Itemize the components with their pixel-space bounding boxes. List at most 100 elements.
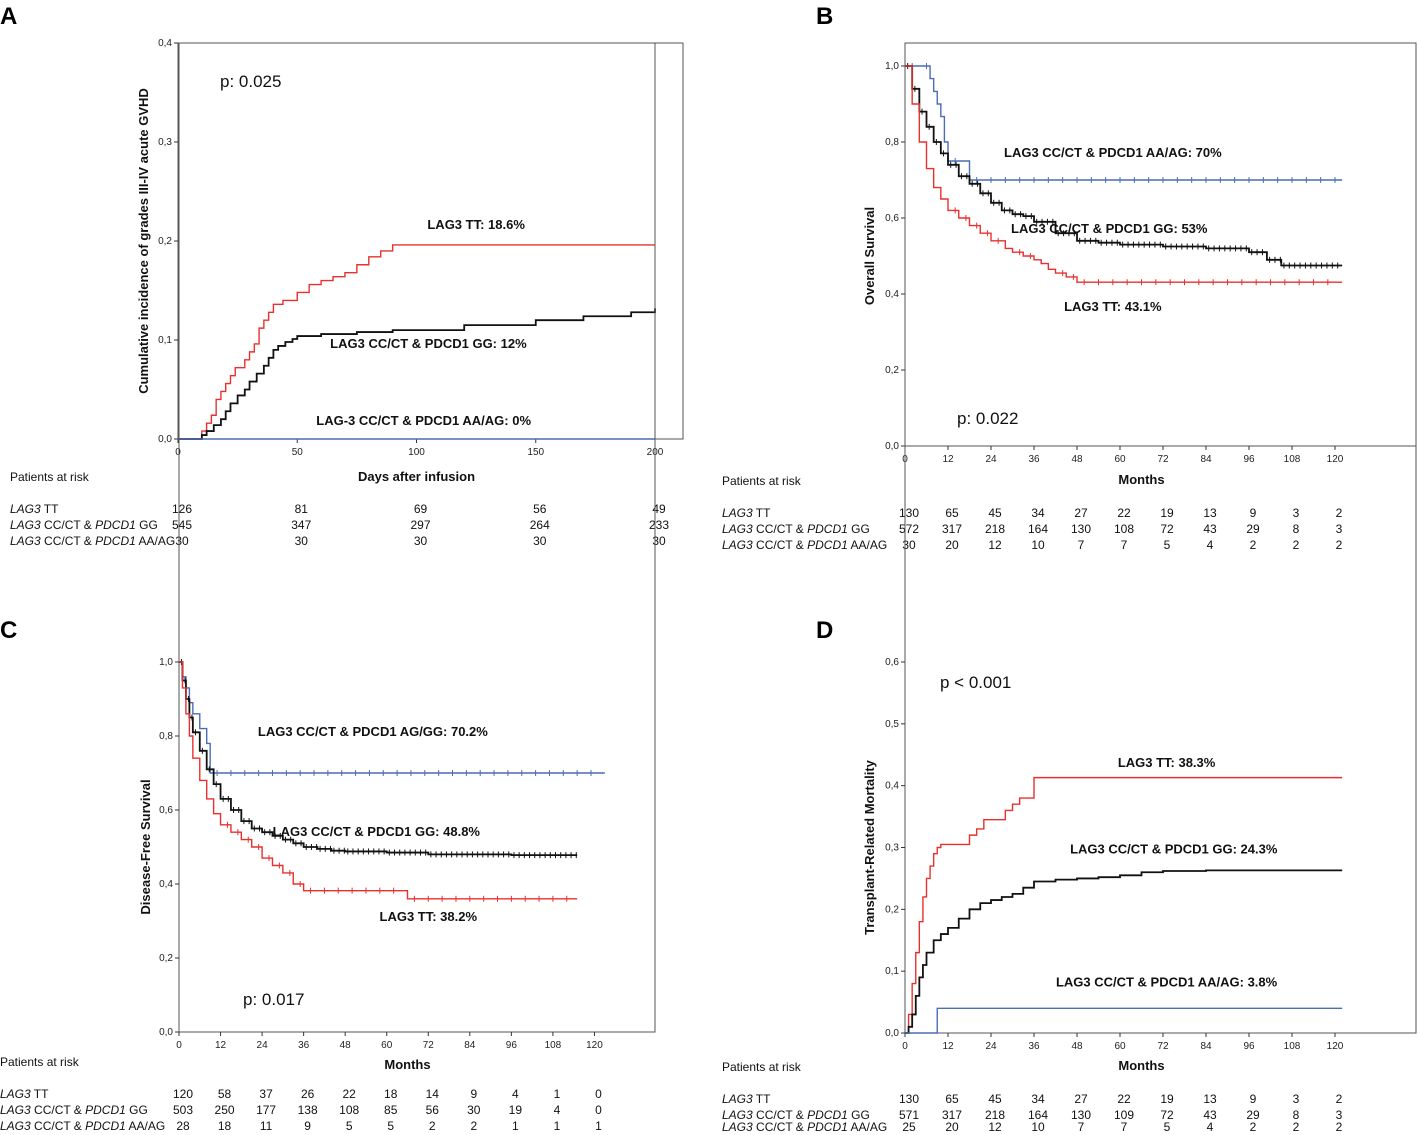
- series-line-black: [178, 308, 656, 440]
- risk-count: 8: [1293, 522, 1300, 536]
- risk-count: 3: [1336, 522, 1343, 536]
- risk-count: 58: [218, 1087, 232, 1101]
- risk-count: 72: [1160, 1108, 1174, 1122]
- risk-count: 72: [1160, 522, 1174, 536]
- risk-count: 120: [173, 1087, 193, 1101]
- risk-count: 27: [1074, 506, 1088, 520]
- series-line-black: [905, 869, 1343, 1034]
- risk-count: 30: [652, 534, 666, 548]
- risk-count: 5: [387, 1119, 394, 1133]
- risk-count: 30: [902, 538, 916, 552]
- risk-count: 2: [1250, 538, 1257, 552]
- risk-count: 10: [1031, 538, 1045, 552]
- risk-count: 0: [595, 1087, 602, 1101]
- risk-count: 56: [426, 1103, 440, 1117]
- y-axis-label: Cumulative incidence of grades III-IV ac…: [136, 88, 151, 394]
- plot-frame: [177, 42, 684, 440]
- risk-count: 1: [554, 1119, 561, 1133]
- risk-count: 2: [1250, 1120, 1257, 1134]
- risk-row-label: LAG3 CC/CT & PDCD1 AA/AG: [10, 534, 175, 548]
- risk-count: 28: [176, 1119, 190, 1133]
- risk-count: 14: [426, 1087, 440, 1101]
- series-line-red: [905, 776, 1343, 1034]
- risk-count: 13: [1203, 506, 1217, 520]
- x-tick-label: 36: [1028, 454, 1040, 465]
- risk-count: 65: [945, 1092, 959, 1106]
- risk-count: 49: [652, 502, 666, 516]
- risk-count: 130: [899, 1092, 919, 1106]
- risk-table-title: Patients at risk: [10, 470, 90, 484]
- y-tick-label: 1,0: [885, 61, 899, 72]
- risk-count: 138: [298, 1103, 318, 1117]
- y-tick-label: 0,6: [159, 805, 173, 816]
- risk-count: 126: [172, 502, 192, 516]
- risk-count: 5: [1164, 1120, 1171, 1134]
- x-tick-label: 60: [1114, 1041, 1126, 1052]
- risk-count: 2: [1336, 1092, 1343, 1106]
- series-line-blue: [905, 65, 1343, 181]
- risk-row-label: LAG3 CC/CT & PDCD1 GG: [10, 518, 158, 532]
- x-tick-label: 108: [545, 1040, 562, 1051]
- risk-count: 7: [1121, 538, 1128, 552]
- risk-count: 10: [1031, 1120, 1045, 1134]
- x-tick-label: 50: [292, 447, 304, 458]
- y-tick-label: 0,3: [885, 843, 899, 854]
- curve-label: LAG3 CC/CT & PDCD1 AA/AG: 3.8%: [1056, 975, 1278, 990]
- x-tick-label: 48: [340, 1040, 352, 1051]
- x-tick-label: 60: [1114, 454, 1126, 465]
- panel-d: D0,00,10,20,30,40,50,60 12 24 36 48 60 72 84 96 1…: [722, 42, 1417, 1134]
- curve-label: LAG3 CC/CT & PDCD1 AA/AG: 70%: [1004, 145, 1222, 160]
- risk-count: 81: [295, 502, 309, 516]
- risk-count: 233: [649, 518, 669, 532]
- y-tick-label: 1,0: [159, 657, 173, 668]
- y-tick-label: 0,4: [159, 879, 173, 890]
- y-tick-label: 0,0: [885, 1028, 899, 1039]
- x-tick-label: 96: [1243, 1041, 1255, 1052]
- y-tick-label: 0,1: [885, 966, 899, 977]
- risk-count: 43: [1203, 1108, 1217, 1122]
- x-tick-label: 48: [1071, 1041, 1083, 1052]
- risk-count: 12: [988, 538, 1002, 552]
- risk-count: 130: [1071, 522, 1091, 536]
- x-tick-label: 36: [298, 1040, 310, 1051]
- y-tick-label: 0,5: [885, 719, 899, 730]
- y-tick-label: 0,8: [885, 137, 899, 148]
- plot-frame: [178, 42, 656, 1033]
- x-tick-label: 0: [175, 447, 181, 458]
- p-value: p < 0.001: [940, 673, 1011, 692]
- y-tick-label: 0,6: [885, 213, 899, 224]
- y-tick-label: 0,2: [159, 953, 173, 964]
- risk-count: 4: [512, 1087, 519, 1101]
- p-value: p: 0.025: [220, 72, 281, 91]
- curve-label: LAG3 TT: 38.3%: [1118, 755, 1216, 770]
- risk-count: 69: [414, 502, 428, 516]
- risk-count: 0: [595, 1103, 602, 1117]
- risk-count: 26: [301, 1087, 315, 1101]
- risk-count: 7: [1121, 1120, 1128, 1134]
- curve-label: LAG3 CC/CT & PDCD1 GG: 48.8%: [273, 824, 481, 839]
- risk-count: 12: [988, 1120, 1002, 1134]
- risk-count: 43: [1203, 522, 1217, 536]
- series-line-red: [179, 661, 578, 900]
- risk-count: 1: [595, 1119, 602, 1133]
- x-tick-label: 0: [176, 1040, 182, 1051]
- x-tick-label: 12: [215, 1040, 227, 1051]
- risk-table-title: Patients at risk: [722, 1060, 802, 1074]
- x-axis-label: Months: [384, 1057, 430, 1072]
- x-tick-label: 84: [1200, 454, 1212, 465]
- risk-count: 65: [945, 506, 959, 520]
- series-line-blue: [905, 1007, 1343, 1034]
- risk-count: 2: [1336, 1120, 1343, 1134]
- curve-label: LAG-3 CC/CT & PDCD1 AA/AG: 0%: [316, 413, 531, 428]
- risk-row-label: LAG3 CC/CT & PDCD1 AA/AG: [722, 1120, 887, 1134]
- x-axis-label: Months: [1118, 1058, 1164, 1073]
- risk-count: 572: [899, 522, 919, 536]
- risk-count: 2: [429, 1119, 436, 1133]
- risk-count: 30: [414, 534, 428, 548]
- risk-count: 34: [1031, 506, 1045, 520]
- risk-row-label: LAG3 CC/CT & PDCD1 AA/AG: [722, 538, 887, 552]
- risk-count: 3: [1293, 1092, 1300, 1106]
- x-tick-label: 24: [257, 1040, 269, 1051]
- risk-count: 297: [410, 518, 430, 532]
- x-tick-label: 96: [1243, 454, 1255, 465]
